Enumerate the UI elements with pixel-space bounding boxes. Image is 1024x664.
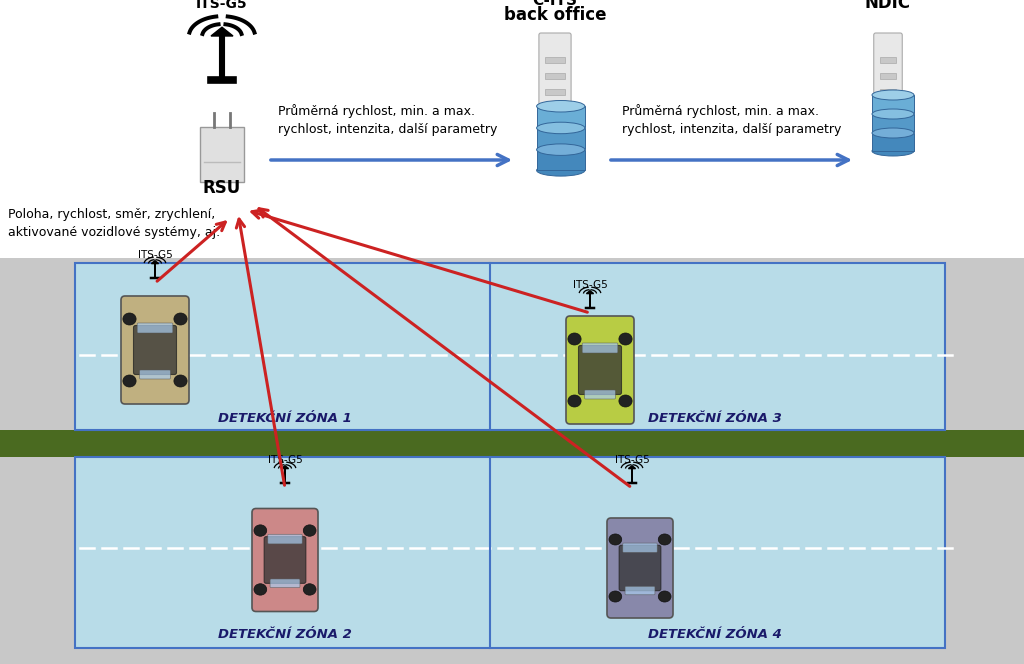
- Bar: [872, 133, 914, 151]
- Ellipse shape: [123, 375, 136, 387]
- Ellipse shape: [303, 584, 316, 595]
- Text: ITS-G5: ITS-G5: [572, 280, 607, 290]
- Ellipse shape: [872, 146, 914, 156]
- Polygon shape: [587, 291, 594, 293]
- Polygon shape: [282, 465, 289, 469]
- Bar: [200, 127, 244, 182]
- Ellipse shape: [537, 165, 585, 176]
- FancyBboxPatch shape: [620, 545, 660, 591]
- Polygon shape: [211, 27, 233, 36]
- Ellipse shape: [568, 395, 581, 407]
- FancyBboxPatch shape: [139, 370, 170, 379]
- Ellipse shape: [872, 109, 914, 119]
- Ellipse shape: [609, 591, 622, 602]
- FancyBboxPatch shape: [583, 343, 617, 353]
- Bar: [75, 457, 945, 648]
- Ellipse shape: [174, 375, 187, 387]
- Ellipse shape: [872, 128, 914, 138]
- FancyBboxPatch shape: [566, 316, 634, 424]
- Ellipse shape: [618, 395, 632, 407]
- FancyBboxPatch shape: [252, 509, 318, 612]
- Polygon shape: [152, 261, 159, 264]
- Bar: [545, 57, 565, 63]
- Bar: [880, 73, 896, 79]
- Text: DETEKČNÍ ZÓNA 1: DETEKČNÍ ZÓNA 1: [218, 412, 352, 425]
- Text: back office: back office: [504, 6, 606, 24]
- Bar: [880, 89, 896, 95]
- Ellipse shape: [123, 313, 136, 325]
- Ellipse shape: [658, 534, 671, 545]
- Bar: [0, 258, 1024, 664]
- Ellipse shape: [254, 584, 266, 595]
- Bar: [872, 114, 914, 132]
- Ellipse shape: [537, 100, 585, 112]
- FancyBboxPatch shape: [133, 325, 176, 374]
- FancyBboxPatch shape: [625, 586, 655, 595]
- Bar: [872, 95, 914, 113]
- Bar: [75, 263, 945, 430]
- Bar: [537, 128, 585, 149]
- FancyBboxPatch shape: [873, 33, 902, 112]
- FancyBboxPatch shape: [579, 345, 622, 394]
- FancyBboxPatch shape: [623, 543, 657, 552]
- Text: aktivované vozidlové systémy, aj.: aktivované vozidlové systémy, aj.: [8, 226, 220, 239]
- Text: rychlost, intenzita, další parametry: rychlost, intenzita, další parametry: [622, 123, 842, 136]
- Ellipse shape: [872, 90, 914, 100]
- Ellipse shape: [609, 534, 622, 545]
- Text: Průměrná rychlost, min. a max.: Průměrná rychlost, min. a max.: [622, 104, 819, 118]
- Text: rychlost, intenzita, další parametry: rychlost, intenzita, další parametry: [278, 123, 498, 136]
- Ellipse shape: [537, 122, 585, 133]
- Text: Průměrná rychlost, min. a max.: Průměrná rychlost, min. a max.: [278, 104, 475, 118]
- Ellipse shape: [537, 144, 585, 155]
- Ellipse shape: [568, 333, 581, 345]
- Text: C-ITS: C-ITS: [532, 0, 578, 8]
- Text: ITS-G5: ITS-G5: [614, 455, 649, 465]
- Ellipse shape: [303, 525, 316, 537]
- Text: RSU: RSU: [203, 179, 241, 197]
- Bar: [545, 89, 565, 95]
- FancyBboxPatch shape: [121, 296, 189, 404]
- Polygon shape: [629, 465, 636, 469]
- Bar: [545, 73, 565, 79]
- FancyBboxPatch shape: [270, 579, 300, 588]
- Bar: [537, 106, 585, 127]
- Text: ITS-G5: ITS-G5: [197, 0, 248, 11]
- Text: DETEKČNÍ ZÓNA 4: DETEKČNÍ ZÓNA 4: [648, 628, 782, 641]
- Text: ITS-G5: ITS-G5: [267, 455, 302, 465]
- Text: NDIC: NDIC: [865, 0, 911, 12]
- Ellipse shape: [254, 525, 266, 537]
- Text: DETEKČNÍ ZÓNA 3: DETEKČNÍ ZÓNA 3: [648, 412, 782, 425]
- Ellipse shape: [658, 591, 671, 602]
- Ellipse shape: [618, 333, 632, 345]
- FancyBboxPatch shape: [137, 323, 173, 333]
- FancyBboxPatch shape: [267, 535, 302, 544]
- Text: Poloha, rychlost, směr, zrychlení,: Poloha, rychlost, směr, zrychlení,: [8, 208, 215, 221]
- FancyBboxPatch shape: [607, 518, 673, 618]
- FancyBboxPatch shape: [264, 537, 306, 584]
- Text: ITS-G5: ITS-G5: [137, 250, 172, 260]
- Text: DETEKČNÍ ZÓNA 2: DETEKČNÍ ZÓNA 2: [218, 628, 352, 641]
- FancyBboxPatch shape: [539, 33, 571, 124]
- Bar: [537, 149, 585, 171]
- Bar: [0, 430, 1024, 457]
- Ellipse shape: [174, 313, 187, 325]
- Bar: [880, 57, 896, 63]
- FancyBboxPatch shape: [585, 390, 615, 399]
